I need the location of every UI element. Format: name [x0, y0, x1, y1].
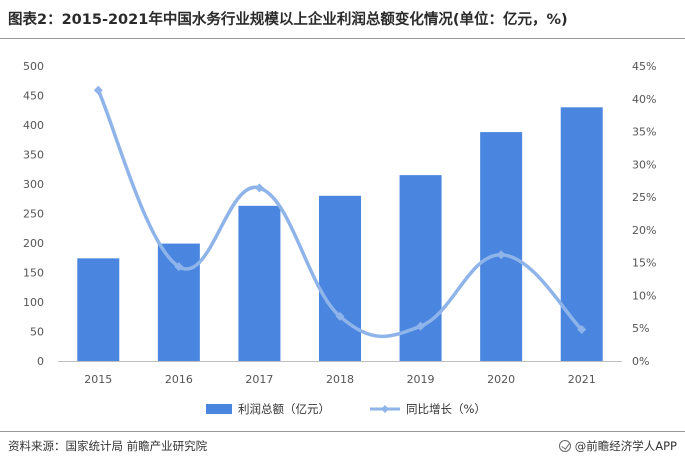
line-point: [254, 183, 264, 193]
brand-logo-icon: [558, 440, 571, 452]
y-right-tick-label: 15%: [632, 257, 656, 270]
y-right-tick-label: 0%: [632, 355, 649, 368]
bar: [319, 195, 361, 361]
x-tick-label: 2020: [487, 373, 515, 386]
x-tick-label: 2015: [84, 373, 112, 386]
x-tick-label: 2019: [407, 373, 435, 386]
line-point: [577, 325, 587, 335]
y-right-tick-label: 45%: [632, 60, 656, 73]
y-left-tick-label: 400: [23, 119, 44, 132]
line-point: [174, 262, 184, 272]
legend-label-bar: 利润总额（亿元）: [238, 402, 330, 416]
y-left-tick-label: 350: [23, 149, 44, 162]
bar: [480, 132, 523, 361]
y-right-tick-label: 30%: [632, 158, 656, 171]
y-left-tick-label: 100: [23, 296, 44, 309]
y-left-tick-label: 450: [23, 90, 44, 103]
line-point: [496, 250, 506, 260]
y-left-tick-label: 250: [23, 208, 44, 221]
legend-swatch-marker: [381, 405, 389, 413]
x-tick-label: 2017: [245, 373, 273, 386]
y-left-tick-label: 500: [23, 60, 44, 73]
footer-divider: [0, 431, 685, 432]
bar: [238, 205, 281, 361]
y-left-tick-label: 300: [23, 178, 44, 191]
y-left-tick-label: 150: [23, 267, 44, 280]
brand-credit: @前瞻经济学人APP: [558, 438, 677, 454]
source-note: 资料来源：国家统计局 前瞻产业研究院: [8, 439, 208, 453]
y-right-tick-label: 20%: [632, 224, 656, 237]
bar: [560, 107, 603, 361]
title-divider: [0, 38, 685, 39]
line-point: [93, 85, 103, 95]
chart-title: 图表2：2015-2021年中国水务行业规模以上企业利润总额变化情况(单位：亿元…: [8, 12, 568, 28]
y-right-tick-label: 35%: [632, 126, 656, 139]
line-point: [335, 311, 345, 321]
y-right-tick-label: 10%: [632, 289, 656, 302]
x-tick-label: 2018: [326, 373, 354, 386]
y-right-tick-label: 25%: [632, 191, 656, 204]
y-left-tick-label: 200: [23, 237, 44, 250]
line-point: [416, 321, 426, 331]
y-left-tick-label: 0: [37, 355, 44, 368]
bar: [77, 258, 120, 361]
y-right-tick-label: 40%: [632, 93, 656, 106]
legend-label-line: 同比增长（%）: [406, 402, 486, 416]
y-left-tick-label: 50: [30, 326, 44, 339]
legend-swatch-bar: [206, 404, 232, 414]
y-right-tick-label: 5%: [632, 322, 649, 335]
brand-label: @前瞻经济学人APP: [574, 439, 677, 453]
x-tick-label: 2016: [165, 373, 193, 386]
combo-chart: 0 50 100 150 200 250 300 350 400 450 500 0% 5% 10% 15%…: [23, 60, 656, 416]
x-tick-label: 2021: [568, 373, 596, 386]
bar: [157, 243, 200, 361]
